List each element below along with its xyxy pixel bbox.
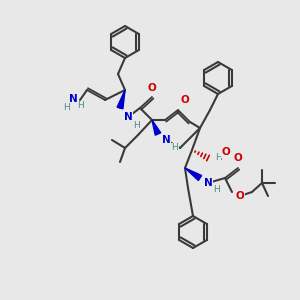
Text: O: O [236, 191, 244, 201]
Text: H: H [63, 103, 69, 112]
Polygon shape [185, 168, 202, 181]
Text: O: O [234, 153, 242, 163]
Text: N: N [162, 135, 170, 145]
Text: N: N [204, 178, 212, 188]
Text: O: O [222, 147, 230, 157]
Text: O: O [148, 83, 156, 93]
Text: N: N [69, 94, 77, 104]
Text: H: H [214, 154, 221, 163]
Text: H: H [214, 185, 220, 194]
Polygon shape [117, 90, 125, 109]
Text: N: N [124, 112, 132, 122]
Text: H: H [172, 143, 178, 152]
Polygon shape [152, 120, 161, 135]
Text: O: O [181, 95, 189, 105]
Text: H: H [134, 121, 140, 130]
Text: H: H [76, 101, 83, 110]
